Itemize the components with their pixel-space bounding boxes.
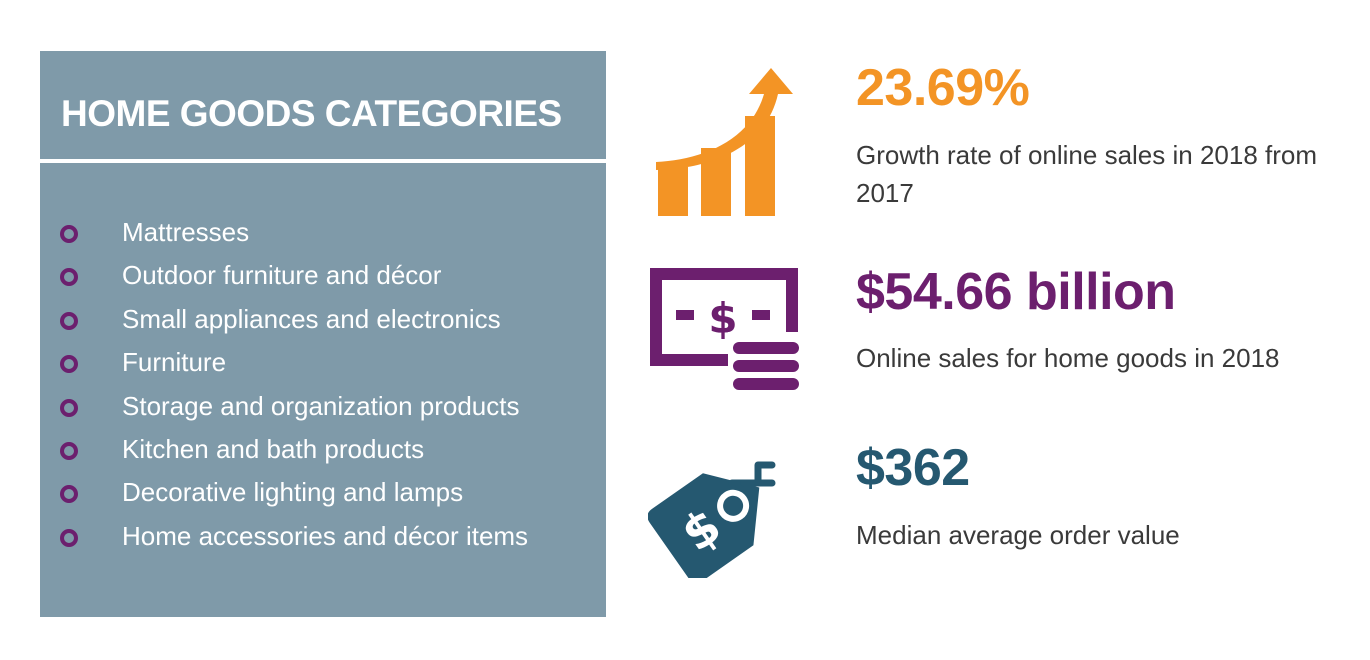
category-label: Storage and organization products (122, 390, 520, 421)
category-label: Home accessories and décor items (122, 520, 529, 551)
categories-panel: HOME GOODS CATEGORIES Mattresses Outdoor… (40, 51, 606, 617)
bullet-circle-icon (60, 398, 78, 417)
category-label: Kitchen and bath products (122, 433, 425, 464)
money-stack-icon: $ (650, 268, 802, 396)
category-label: Furniture (122, 347, 227, 378)
online-sales-description: Online sales for home goods in 2018 (856, 343, 1280, 373)
order-value-description: Median average order value (856, 520, 1180, 550)
category-label: Small appliances and electronics (122, 303, 501, 334)
growth-rate-description: Growth rate of online sales in 2018 from… (856, 140, 1318, 208)
panel-divider (40, 159, 606, 163)
growth-chart-icon (656, 68, 793, 216)
bullet-circle-icon (60, 485, 78, 504)
bullet-circle-icon (60, 311, 78, 330)
bullet-circle-icon (60, 268, 78, 287)
price-tag-icon: $ (648, 461, 776, 578)
online-sales-value: $54.66 billion (856, 263, 1176, 321)
category-label: Decorative lighting and lamps (122, 477, 464, 508)
category-label: Outdoor furniture and décor (122, 260, 442, 291)
bullet-circle-icon (60, 441, 78, 460)
panel-title: HOME GOODS CATEGORIES (61, 93, 562, 134)
bullet-circle-icon (60, 225, 78, 243)
order-value-value: $362 (856, 439, 970, 497)
growth-rate-value: 23.69% (856, 59, 1030, 117)
bullet-circle-icon (60, 355, 78, 374)
bullet-circle-icon (60, 528, 78, 547)
category-label: Mattresses (122, 217, 250, 247)
